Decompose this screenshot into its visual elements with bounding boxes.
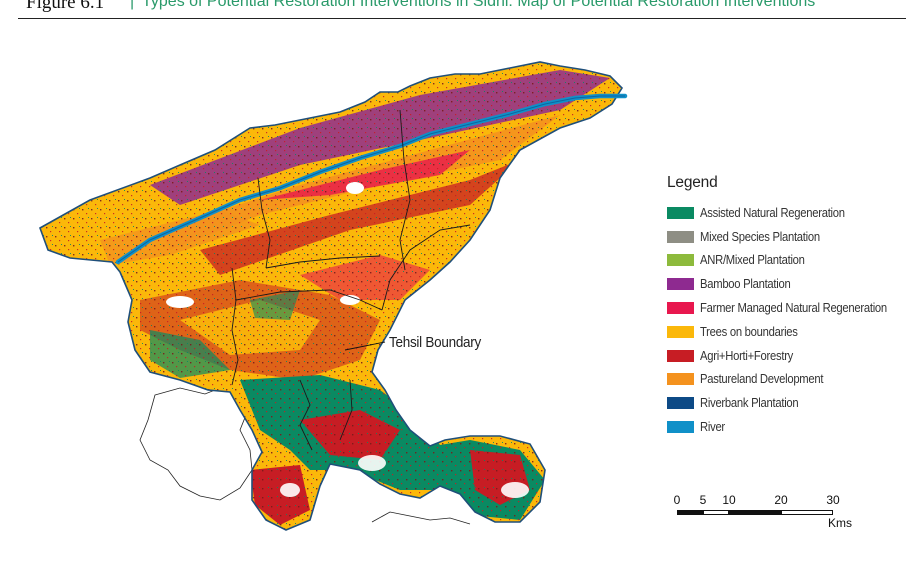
legend-label: Bamboo Plantation bbox=[700, 277, 791, 292]
legend-swatch bbox=[667, 325, 694, 338]
scale-segment bbox=[703, 510, 729, 515]
legend-item: Mixed Species Plantation bbox=[667, 225, 903, 249]
district-boundary bbox=[39, 61, 624, 531]
legend-label: ANR/Mixed Plantation bbox=[700, 253, 805, 268]
legend-item: River bbox=[667, 415, 903, 439]
scale-segment bbox=[781, 510, 833, 515]
legend-swatch bbox=[667, 278, 694, 291]
legend-label: Farmer Managed Natural Regeneration bbox=[700, 301, 887, 316]
legend-item: Riverbank Plantation bbox=[667, 391, 903, 415]
legend-item: Pastureland Development bbox=[667, 368, 903, 392]
scale-tick-30: 30 bbox=[826, 493, 840, 507]
legend-label: Agri+Horti+Forestry bbox=[700, 348, 794, 363]
legend-label: Pastureland Development bbox=[700, 372, 824, 387]
legend-item: Agri+Horti+Forestry bbox=[667, 344, 903, 368]
legend-title: Legend bbox=[667, 174, 718, 191]
figure-title: Types of Potential Restoration Intervent… bbox=[142, 0, 816, 10]
map-legend: Legend Assisted Natural Regeneration Mixe… bbox=[667, 174, 903, 439]
figure-header: Figure 6.1 | Types of Potential Restorat… bbox=[18, 0, 906, 19]
scale-tick-0: 0 bbox=[673, 493, 681, 507]
legend-swatch bbox=[667, 302, 694, 315]
legend-swatch bbox=[667, 373, 694, 386]
figure-separator: | bbox=[130, 0, 135, 10]
legend-items: Assisted Natural Regeneration Mixed Speci… bbox=[667, 201, 903, 439]
tehsil-boundary-callout: Tehsil Boundary bbox=[389, 334, 482, 351]
legend-label: Riverbank Plantation bbox=[700, 396, 799, 411]
legend-swatch bbox=[667, 206, 694, 219]
tehsil-boundaries bbox=[231, 109, 471, 451]
neighbour-district-outline bbox=[139, 385, 253, 501]
scale-tick-5: 5 bbox=[699, 493, 707, 507]
legend-swatch bbox=[667, 230, 694, 243]
legend-label: Assisted Natural Regeneration bbox=[700, 205, 845, 220]
scale-tick-20: 20 bbox=[774, 493, 788, 507]
legend-swatch bbox=[667, 421, 694, 434]
legend-label: Trees on boundaries bbox=[700, 324, 798, 339]
scale-unit: Kms bbox=[828, 516, 852, 530]
legend-item: ANR/Mixed Plantation bbox=[667, 249, 903, 273]
legend-item: Bamboo Plantation bbox=[667, 272, 903, 296]
legend-item: Farmer Managed Natural Regeneration bbox=[667, 296, 903, 320]
legend-swatch bbox=[667, 254, 694, 267]
scale-tick-10: 10 bbox=[722, 493, 736, 507]
scale-segment bbox=[677, 510, 703, 515]
legend-item: Assisted Natural Regeneration bbox=[667, 201, 903, 225]
callout-leader bbox=[344, 341, 386, 351]
legend-item: Trees on boundaries bbox=[667, 320, 903, 344]
scale-segment bbox=[729, 510, 781, 515]
legend-label: Mixed Species Plantation bbox=[700, 229, 820, 244]
scale-bar: 0 5 10 20 30 Kms bbox=[671, 493, 861, 533]
legend-swatch bbox=[667, 397, 694, 410]
legend-label: River bbox=[700, 420, 725, 435]
figure-label: Figure 6.1 bbox=[26, 0, 105, 13]
legend-swatch bbox=[667, 349, 694, 362]
